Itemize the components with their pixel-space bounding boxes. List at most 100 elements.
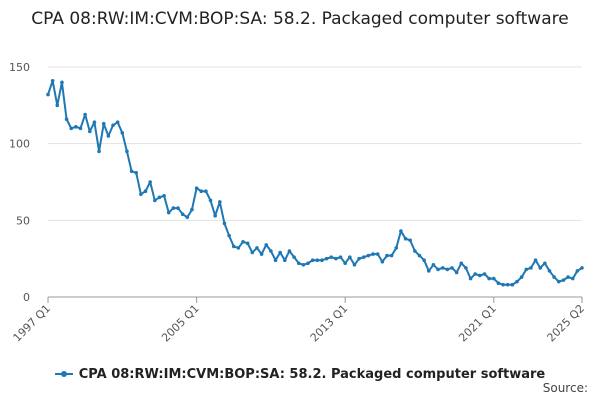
data-point[interactable]	[199, 189, 204, 193]
data-point[interactable]	[426, 269, 431, 273]
data-point[interactable]	[552, 275, 556, 279]
data-point[interactable]	[436, 267, 440, 272]
data-point[interactable]	[162, 194, 166, 198]
data-point[interactable]	[566, 275, 570, 279]
data-point[interactable]	[361, 255, 366, 259]
data-point[interactable]	[529, 266, 533, 270]
data-point[interactable]	[166, 210, 171, 215]
data-point[interactable]	[343, 261, 347, 266]
data-point[interactable]	[371, 252, 375, 256]
data-point[interactable]	[148, 180, 152, 184]
data-point[interactable]	[101, 121, 106, 126]
legend[interactable]: CPA 08:RW:IM:CVM:BOP:SA: 58.2. Packaged …	[0, 364, 600, 382]
data-point[interactable]	[459, 261, 464, 266]
data-point[interactable]	[171, 206, 176, 210]
data-point[interactable]	[394, 246, 399, 250]
data-point[interactable]	[440, 266, 445, 270]
data-point[interactable]	[580, 266, 584, 270]
data-point[interactable]	[273, 258, 278, 263]
data-point[interactable]	[287, 249, 292, 253]
data-point[interactable]	[338, 255, 343, 259]
data-point[interactable]	[83, 112, 87, 117]
data-point[interactable]	[515, 279, 519, 284]
data-point[interactable]	[301, 263, 306, 267]
data-point[interactable]	[245, 241, 250, 246]
data-point[interactable]	[111, 123, 115, 128]
data-point[interactable]	[491, 276, 496, 281]
data-point[interactable]	[269, 249, 273, 253]
data-point[interactable]	[306, 261, 310, 266]
data-point[interactable]	[324, 256, 329, 261]
data-point[interactable]	[50, 79, 55, 83]
data-point[interactable]	[366, 253, 371, 258]
data-point[interactable]	[310, 258, 315, 263]
data-point[interactable]	[176, 206, 180, 210]
data-point[interactable]	[180, 212, 185, 216]
data-point[interactable]	[487, 276, 491, 281]
data-point[interactable]	[218, 200, 222, 204]
data-point[interactable]	[329, 255, 334, 259]
source-link[interactable]: Source:	[542, 381, 588, 395]
data-point[interactable]	[139, 192, 143, 197]
data-point[interactable]	[259, 252, 264, 256]
data-point[interactable]	[352, 263, 357, 267]
data-point[interactable]	[194, 186, 199, 190]
data-point[interactable]	[561, 278, 566, 282]
data-point[interactable]	[478, 273, 482, 278]
data-point[interactable]	[231, 244, 236, 249]
data-point[interactable]	[468, 276, 473, 281]
data-point[interactable]	[547, 269, 552, 273]
data-point[interactable]	[250, 250, 255, 255]
data-point[interactable]	[157, 195, 162, 200]
data-point[interactable]	[64, 117, 69, 121]
data-point[interactable]	[501, 282, 505, 287]
data-point[interactable]	[385, 253, 389, 258]
data-point[interactable]	[496, 281, 501, 286]
data-point[interactable]	[87, 129, 92, 134]
data-point[interactable]	[464, 266, 468, 270]
data-point[interactable]	[125, 149, 129, 154]
data-point[interactable]	[213, 213, 217, 218]
data-point[interactable]	[143, 189, 148, 193]
data-point[interactable]	[292, 255, 296, 259]
data-point[interactable]	[380, 259, 385, 264]
legend-item[interactable]: CPA 08:RW:IM:CVM:BOP:SA: 58.2. Packaged …	[54, 367, 545, 382]
data-point[interactable]	[399, 229, 403, 233]
data-point[interactable]	[185, 215, 190, 220]
data-point[interactable]	[55, 103, 60, 108]
data-point[interactable]	[417, 253, 422, 258]
data-point[interactable]	[46, 92, 50, 97]
data-point[interactable]	[78, 126, 83, 131]
data-point[interactable]	[204, 189, 208, 193]
data-point[interactable]	[408, 238, 412, 243]
data-point[interactable]	[519, 275, 524, 279]
data-point[interactable]	[454, 270, 459, 275]
data-point[interactable]	[403, 236, 408, 241]
data-point[interactable]	[92, 120, 97, 124]
data-point[interactable]	[431, 263, 436, 267]
data-point[interactable]	[413, 249, 417, 253]
data-point[interactable]	[315, 258, 320, 263]
data-point[interactable]	[320, 258, 324, 263]
data-point[interactable]	[524, 267, 529, 272]
data-point[interactable]	[575, 269, 580, 273]
data-point[interactable]	[538, 266, 543, 270]
data-point[interactable]	[255, 246, 259, 250]
data-point[interactable]	[556, 279, 561, 284]
data-point[interactable]	[264, 243, 269, 247]
data-point[interactable]	[74, 125, 78, 129]
data-point[interactable]	[334, 256, 338, 261]
data-point[interactable]	[422, 258, 426, 263]
data-point[interactable]	[208, 198, 213, 203]
data-point[interactable]	[129, 169, 134, 174]
data-point[interactable]	[106, 134, 111, 138]
data-point[interactable]	[69, 126, 74, 131]
data-point[interactable]	[570, 276, 575, 281]
data-point[interactable]	[241, 240, 245, 244]
data-point[interactable]	[296, 261, 301, 266]
data-point[interactable]	[97, 149, 101, 154]
data-point[interactable]	[543, 261, 547, 266]
data-point[interactable]	[510, 282, 515, 287]
series-line[interactable]	[47, 79, 583, 286]
data-point[interactable]	[348, 255, 352, 259]
